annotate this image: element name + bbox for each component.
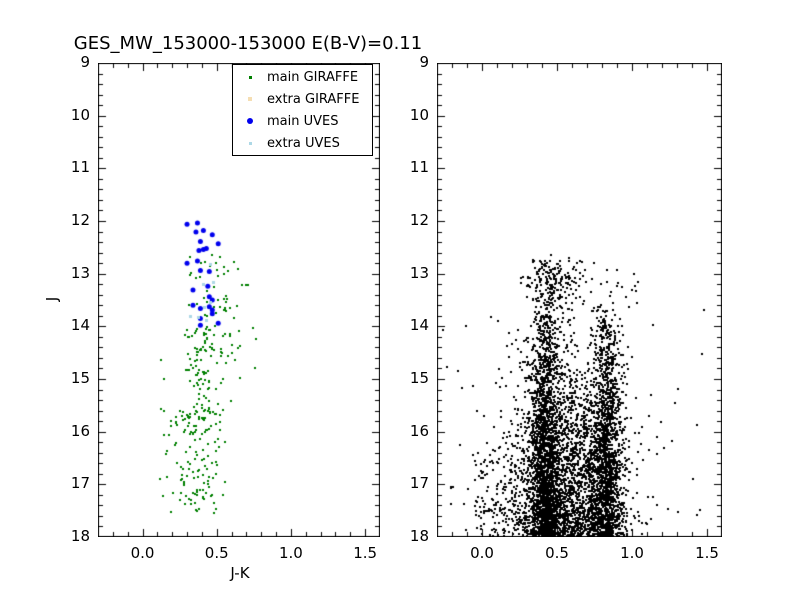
legend-marker-wrap	[233, 75, 267, 79]
y-tick-label: 18	[70, 527, 90, 545]
legend-row: main GIRAFFE	[233, 66, 372, 88]
y-tick-label: 17	[70, 474, 90, 493]
legend-label: main UVES	[267, 113, 339, 129]
legend-marker-wrap	[233, 141, 267, 145]
y-tick-label: 12	[409, 211, 429, 229]
legend-row: extra GIRAFFE	[233, 88, 372, 110]
square-marker-icon	[248, 97, 252, 101]
x-axis-label: J-K	[230, 564, 250, 582]
y-tick-label: 15	[70, 369, 90, 387]
y-tick-label: 10	[409, 105, 429, 124]
y-tick-label: 13	[409, 263, 429, 282]
y-tick-label: 18	[409, 527, 429, 545]
legend-label: extra UVES	[267, 135, 340, 151]
y-tick-label: 9	[419, 53, 429, 71]
legend-row: extra UVES	[233, 132, 372, 154]
y-tick-label: 17	[409, 474, 429, 493]
y-tick-label: 16	[70, 421, 90, 440]
x-tick-label: 0.5	[204, 544, 229, 562]
y-tick-label: 14	[409, 316, 429, 335]
legend-marker-wrap	[233, 97, 267, 101]
y-tick-label: 11	[70, 158, 90, 177]
x-tick-label: 0.5	[545, 544, 569, 562]
legend-marker-wrap	[233, 118, 267, 124]
x-tick-label: 1.0	[620, 544, 644, 562]
x-tick-label: 0.0	[130, 544, 155, 562]
y-tick-label: 16	[409, 421, 429, 440]
legend: main GIRAFFE extra GIRAFFE main UVES extra …	[232, 64, 373, 156]
right-scatter-canvas	[437, 63, 722, 537]
legend-row: main UVES	[233, 110, 372, 132]
x-tick-label: 1.0	[279, 544, 303, 562]
legend-label: extra GIRAFFE	[267, 91, 360, 107]
y-tick-label: 12	[70, 211, 90, 229]
x-tick-label: 1.5	[353, 544, 378, 562]
x-tick-label: 1.5	[695, 544, 719, 562]
circle-marker-icon	[247, 118, 253, 124]
y-tick-label: 10	[70, 105, 90, 124]
y-tick-label: 13	[70, 263, 90, 282]
y-tick-label: 14	[70, 316, 90, 335]
y-tick-label: 9	[80, 53, 90, 71]
square-marker-icon	[248, 75, 252, 79]
y-axis-label: J	[43, 296, 62, 302]
legend-label: main GIRAFFE	[267, 69, 359, 85]
y-tick-label: 11	[409, 158, 429, 177]
y-tick-label: 15	[409, 369, 429, 387]
square-marker-icon	[248, 141, 252, 145]
chart-title: GES_MW_153000-153000 E(B-V)=0.11	[73, 33, 423, 54]
x-tick-label: 0.0	[470, 544, 494, 562]
